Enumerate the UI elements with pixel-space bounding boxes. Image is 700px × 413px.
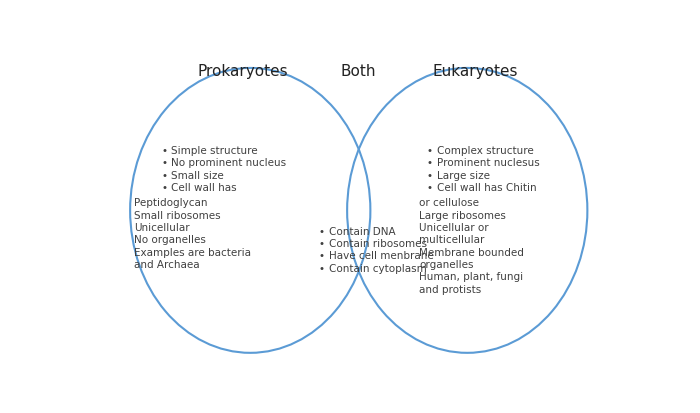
Text: Prokaryotes: Prokaryotes: [197, 63, 288, 78]
Text: No organelles: No organelles: [134, 235, 206, 244]
Text: Contain DNA: Contain DNA: [329, 226, 396, 236]
Text: •: •: [318, 239, 325, 249]
Text: Peptidoglycan: Peptidoglycan: [134, 198, 207, 208]
Text: Complex structure: Complex structure: [437, 145, 534, 156]
Text: Contain cytoplasm: Contain cytoplasm: [329, 263, 427, 273]
Text: No prominent nucleus: No prominent nucleus: [172, 158, 286, 168]
Text: Have cell menbrane: Have cell menbrane: [329, 251, 434, 261]
Text: Examples are bacteria: Examples are bacteria: [134, 247, 251, 257]
Text: Unicellular or: Unicellular or: [419, 222, 489, 233]
Text: •: •: [318, 263, 325, 273]
Text: Membrane bounded: Membrane bounded: [419, 247, 524, 257]
Text: •: •: [318, 251, 325, 261]
Text: Eukaryotes: Eukaryotes: [433, 63, 518, 78]
Text: •: •: [161, 158, 167, 168]
Text: •: •: [161, 170, 167, 180]
Text: Large size: Large size: [437, 170, 490, 180]
Text: •: •: [427, 183, 433, 192]
Text: or cellulose: or cellulose: [419, 198, 480, 208]
Text: •: •: [161, 145, 167, 156]
Text: organelles: organelles: [419, 259, 474, 269]
Text: Human, plant, fungi: Human, plant, fungi: [419, 272, 524, 282]
Text: Small ribosomes: Small ribosomes: [134, 210, 220, 220]
Text: Both: Both: [341, 63, 377, 78]
Text: Cell wall has: Cell wall has: [172, 183, 237, 192]
Text: and protists: and protists: [419, 284, 482, 294]
Text: •: •: [161, 183, 167, 192]
Text: Small size: Small size: [172, 170, 224, 180]
Text: multicellular: multicellular: [419, 235, 484, 244]
Text: Simple structure: Simple structure: [172, 145, 258, 156]
Text: •: •: [427, 170, 433, 180]
Text: Large ribosomes: Large ribosomes: [419, 210, 506, 220]
Text: Unicellular: Unicellular: [134, 222, 190, 233]
Text: Contain ribosomes: Contain ribosomes: [329, 239, 427, 249]
Text: Prominent nuclesus: Prominent nuclesus: [437, 158, 540, 168]
Text: •: •: [427, 158, 433, 168]
Text: Cell wall has Chitin: Cell wall has Chitin: [437, 183, 537, 192]
Text: •: •: [427, 145, 433, 156]
Text: and Archaea: and Archaea: [134, 259, 199, 269]
Text: •: •: [318, 226, 325, 236]
